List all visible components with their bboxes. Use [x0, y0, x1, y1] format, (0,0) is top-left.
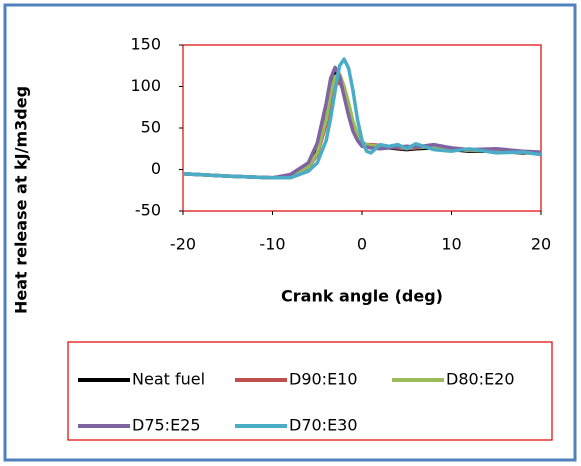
series-line	[182, 65, 542, 180]
series-line	[182, 69, 541, 180]
legend-label: Neat fuel	[132, 370, 205, 389]
legend-frame	[67, 341, 553, 441]
outer-border	[3, 3, 577, 462]
y-tick-label: 50	[141, 118, 161, 137]
series-line	[182, 57, 542, 180]
y-axis-label: Heat release at kJ/m3deg	[12, 86, 31, 314]
y-tick-label: 150	[130, 35, 161, 54]
y-tick-label: 100	[130, 76, 161, 95]
legend-label: D80:E20	[446, 370, 515, 389]
x-tick-label: 10	[441, 235, 461, 254]
x-tick-label: 20	[531, 235, 551, 254]
series-line	[182, 80, 542, 180]
legend-label: D75:E25	[132, 416, 201, 435]
x-tick-label: -20	[170, 235, 196, 254]
legend-label: D90:E10	[289, 370, 358, 389]
legend-label: D70:E30	[289, 416, 358, 435]
series-line	[182, 72, 542, 180]
y-tick-label: -50	[135, 201, 161, 220]
x-axis-label: Crank angle (deg)	[281, 287, 443, 306]
x-tick-label: -10	[259, 235, 285, 254]
x-tick-label: 0	[357, 235, 367, 254]
plot-frame	[182, 44, 542, 212]
y-tick-label: 0	[151, 159, 161, 178]
